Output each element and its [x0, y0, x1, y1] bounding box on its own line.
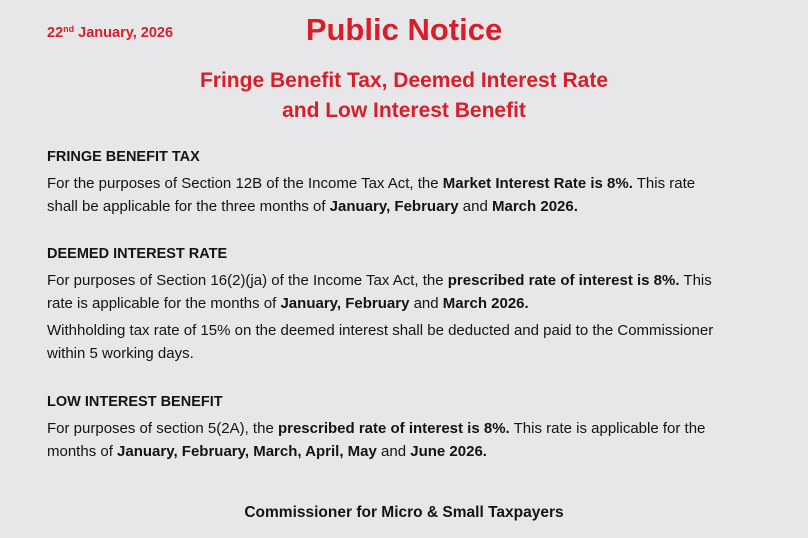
text-line: For purposes of Section 16(2)(ja) of the…: [47, 269, 777, 292]
section-low-interest-benefit: LOW INTEREST BENEFIT For purposes of sect…: [47, 394, 777, 463]
text: months of: [47, 443, 118, 460]
page-title: Public Notice: [305, 12, 503, 47]
paragraph: For the purposes of Section 12B of the I…: [47, 172, 777, 218]
text: For purposes of Section 16(2)(ja) of the…: [47, 272, 448, 289]
text: For purposes of section 5(2A), the: [47, 420, 278, 437]
signature: Commissioner for Micro & Small Taxpayers: [244, 504, 564, 521]
text-line: months of January, February, March, Apri…: [47, 440, 777, 463]
section-heading: DEEMED INTEREST RATE: [47, 246, 228, 262]
bold-text: Market Interest Rate is 8%.: [442, 175, 633, 192]
bold-text: prescribed rate of interest is 8%.: [277, 420, 510, 437]
bold-text: March 2026.: [492, 198, 578, 215]
text: and: [376, 443, 411, 460]
date-suffix: nd: [63, 24, 75, 34]
paragraph: For purposes of section 5(2A), the presc…: [47, 417, 777, 463]
text-line: For purposes of section 5(2A), the presc…: [47, 417, 777, 440]
text: This rate: [632, 175, 696, 192]
bold-text: January, February: [280, 295, 410, 312]
section-heading: LOW INTEREST BENEFIT: [47, 394, 223, 410]
bold-text: March 2026.: [442, 295, 529, 312]
paragraph: For purposes of Section 16(2)(ja) of the…: [47, 269, 777, 315]
subtitle-line: and Low Interest Benefit: [282, 99, 526, 122]
bold-text: January, February: [329, 198, 459, 215]
text: rate is applicable for the months of: [47, 295, 281, 312]
text: within 5 working days.: [47, 345, 194, 362]
bold-text: June 2026.: [410, 443, 487, 460]
bold-text: January, February, March, April, May: [117, 443, 377, 460]
text: This rate is applicable for the: [509, 420, 706, 437]
paragraph: Withholding tax rate of 15% on the deeme…: [47, 319, 777, 365]
bold-text: prescribed rate of interest is 8%.: [447, 272, 680, 289]
section-fringe-benefit-tax: FRINGE BENEFIT TAX For the purposes of Se…: [47, 149, 777, 218]
text-line: For the purposes of Section 12B of the I…: [47, 172, 777, 195]
text: and: [409, 295, 443, 312]
text-line: shall be applicable for the three months…: [47, 195, 777, 218]
text-line: Withholding tax rate of 15% on the deeme…: [47, 319, 777, 342]
notice-date: 22nd January, 2026: [47, 24, 174, 41]
text: shall be applicable for the three months…: [47, 198, 330, 215]
subtitle: Fringe Benefit Tax, Deemed Interest Rate…: [0, 66, 808, 126]
text: Withholding tax rate of 15% on the deeme…: [47, 322, 714, 339]
section-heading: FRINGE BENEFIT TAX: [47, 149, 200, 165]
subtitle-line: Fringe Benefit Tax, Deemed Interest Rate: [199, 69, 609, 92]
text-line: within 5 working days.: [47, 342, 777, 365]
text-line: rate is applicable for the months of Jan…: [47, 292, 777, 315]
date-day: 22: [47, 25, 64, 41]
section-deemed-interest-rate: DEEMED INTEREST RATE For purposes of Sect…: [47, 246, 777, 365]
text: For the purposes of Section 12B of the I…: [47, 175, 443, 192]
date-rest: January, 2026: [74, 25, 174, 41]
text: This: [679, 272, 712, 289]
text: and: [458, 198, 492, 215]
